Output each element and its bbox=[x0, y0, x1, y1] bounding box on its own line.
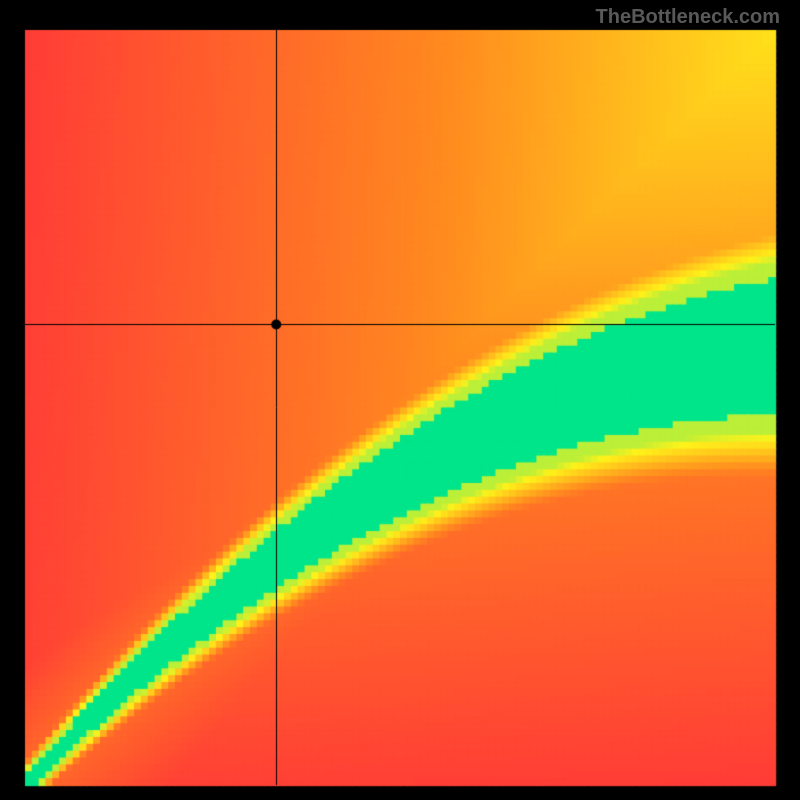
chart-container: TheBottleneck.com bbox=[0, 0, 800, 800]
watermark-text: TheBottleneck.com bbox=[596, 6, 780, 29]
heatmap-canvas bbox=[0, 0, 800, 800]
